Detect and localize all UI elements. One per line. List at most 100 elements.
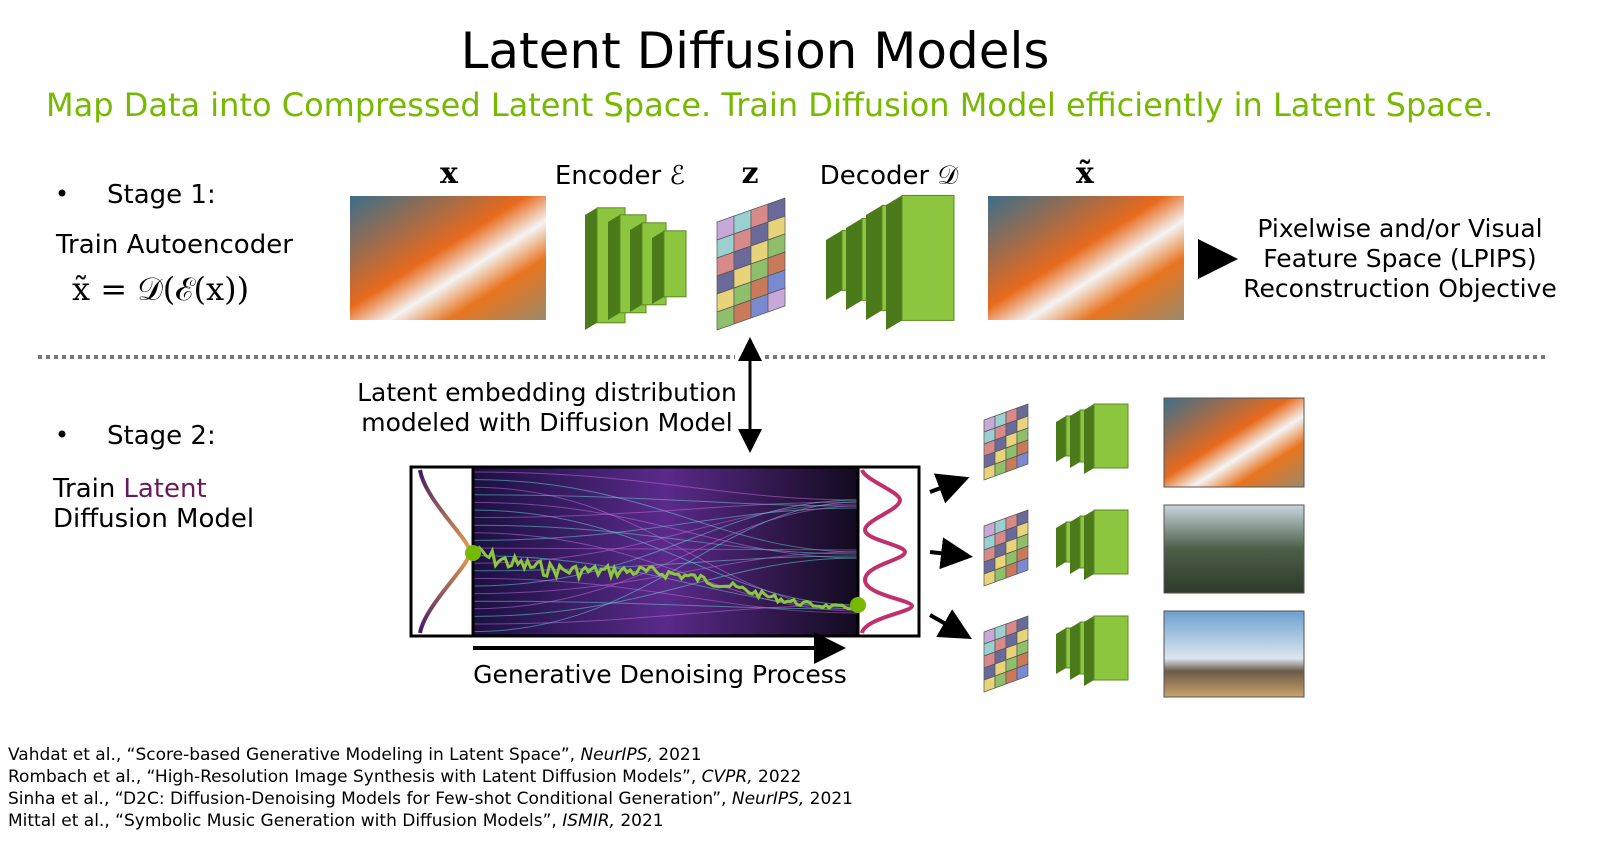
latent-cell [1016, 557, 1029, 575]
stream-line [472, 577, 859, 614]
label-text: Train [52, 474, 115, 504]
reference: Rombach et al., “High-Resolution Image S… [8, 767, 801, 787]
stage-label: Stage 1: [107, 180, 216, 210]
stream-line [472, 501, 859, 633]
feature-side [652, 230, 664, 304]
feature-map [901, 194, 955, 321]
denoising-trajectory [472, 545, 859, 611]
stage-description: Diffusion Model [53, 504, 254, 534]
stream-line [472, 600, 859, 610]
stream-line [472, 501, 859, 559]
feature-map [1093, 509, 1129, 575]
feature-side [1084, 404, 1094, 474]
formula: x̃ = 𝒟(ℰ(x)) [72, 270, 249, 308]
prior-panel [409, 465, 475, 638]
arrow [929, 537, 973, 570]
stream-line [472, 551, 859, 595]
reference-year: 2022 [753, 767, 802, 787]
stream-line [472, 501, 859, 519]
objective-line: Pixelwise and/or Visual [1257, 214, 1542, 243]
data-panel [856, 465, 921, 638]
feature-map [663, 230, 687, 298]
stream-line [472, 479, 859, 553]
objective-line: Reconstruction Objective [1243, 274, 1557, 303]
stream-line [472, 555, 859, 608]
reference-venue: ISMIR, [562, 811, 615, 831]
reference: Sinha et al., “D2C: Diffusion-Denoising … [8, 789, 853, 809]
latent-cell [767, 287, 786, 313]
stage-description: Train Latent [52, 474, 207, 504]
stream-line [472, 494, 859, 507]
label-highlight: Latent [123, 474, 206, 504]
stage-description: Train Autoencoder [55, 230, 293, 260]
stream-line [472, 604, 859, 625]
input-label: x [440, 156, 459, 191]
stage-label: Stage 2: [107, 421, 216, 451]
references: Vahdat et al., “Score-based Generative M… [8, 745, 853, 831]
process-label: Generative Denoising Process [473, 660, 847, 689]
stream-line [472, 505, 859, 610]
reference-title: “Score-based Generative Modeling in Late… [127, 745, 581, 765]
feature-side [1056, 522, 1066, 568]
feature-side [1056, 416, 1066, 462]
end-point [850, 597, 866, 613]
sample-image [1163, 504, 1305, 594]
decoder-label: Decoder 𝒟 [820, 161, 959, 191]
reference-title: “High-Resolution Image Synthesis with La… [147, 767, 702, 787]
subtitle: Map Data into Compressed Latent Space. T… [46, 86, 1493, 124]
output-label: x̃ [1076, 156, 1095, 191]
latent-cell [1016, 663, 1029, 681]
illustrations [585, 194, 1129, 693]
stream-line [472, 507, 859, 541]
feature-map [1093, 403, 1129, 469]
feature-side [886, 195, 902, 330]
note-line: Latent embedding distribution [357, 378, 737, 407]
reference-year: 2021 [615, 811, 664, 831]
start-point [465, 545, 481, 561]
diffusion-box [409, 465, 921, 638]
sample-image [1163, 610, 1305, 698]
reference: Mittal et al., “Symbolic Music Generatio… [8, 811, 664, 831]
reference-authors: Rombach et al., [8, 767, 147, 787]
stream-line [472, 532, 859, 612]
arrow [929, 473, 970, 504]
feature-side [1056, 628, 1066, 674]
feature-map [1093, 615, 1129, 681]
reference-authors: Mittal et al., [8, 811, 115, 831]
arrow [929, 609, 972, 639]
feature-side [826, 230, 842, 300]
stream-line [472, 499, 859, 587]
stream-line [472, 557, 859, 617]
stream-line [472, 547, 859, 551]
feature-side [630, 222, 642, 312]
title: Latent Diffusion Models [461, 22, 1050, 80]
feature-side [585, 207, 597, 330]
feature-side [608, 214, 620, 320]
reference-year: 2021 [653, 745, 702, 765]
sample-image [1163, 397, 1305, 488]
feature-side [866, 205, 882, 320]
bullet [58, 189, 66, 197]
reference: Vahdat et al., “Score-based Generative M… [8, 745, 702, 765]
reference-authors: Sinha et al., [8, 789, 115, 809]
bullet [58, 430, 66, 438]
feature-side [1070, 622, 1080, 680]
reference-title: “Symbolic Music Generation with Diffusio… [115, 811, 562, 831]
latent-label: z [741, 156, 758, 191]
note-line: modeled with Diffusion Model [361, 408, 732, 437]
objective-line: Feature Space (LPIPS) [1263, 244, 1536, 273]
data-density [860, 468, 915, 634]
stream-line [472, 471, 859, 501]
latent-cell [1016, 451, 1029, 469]
reference-venue: NeurIPS, [732, 789, 804, 809]
stream-line [472, 555, 859, 572]
stream-line [472, 524, 859, 555]
encoder-label: Encoder ℰ [555, 161, 685, 191]
reference-venue: NeurIPS, [580, 745, 652, 765]
output-image [988, 196, 1184, 320]
reference-authors: Vahdat et al., [8, 745, 127, 765]
input-image [350, 196, 546, 320]
feature-side [1070, 516, 1080, 574]
feature-side [1070, 410, 1080, 468]
